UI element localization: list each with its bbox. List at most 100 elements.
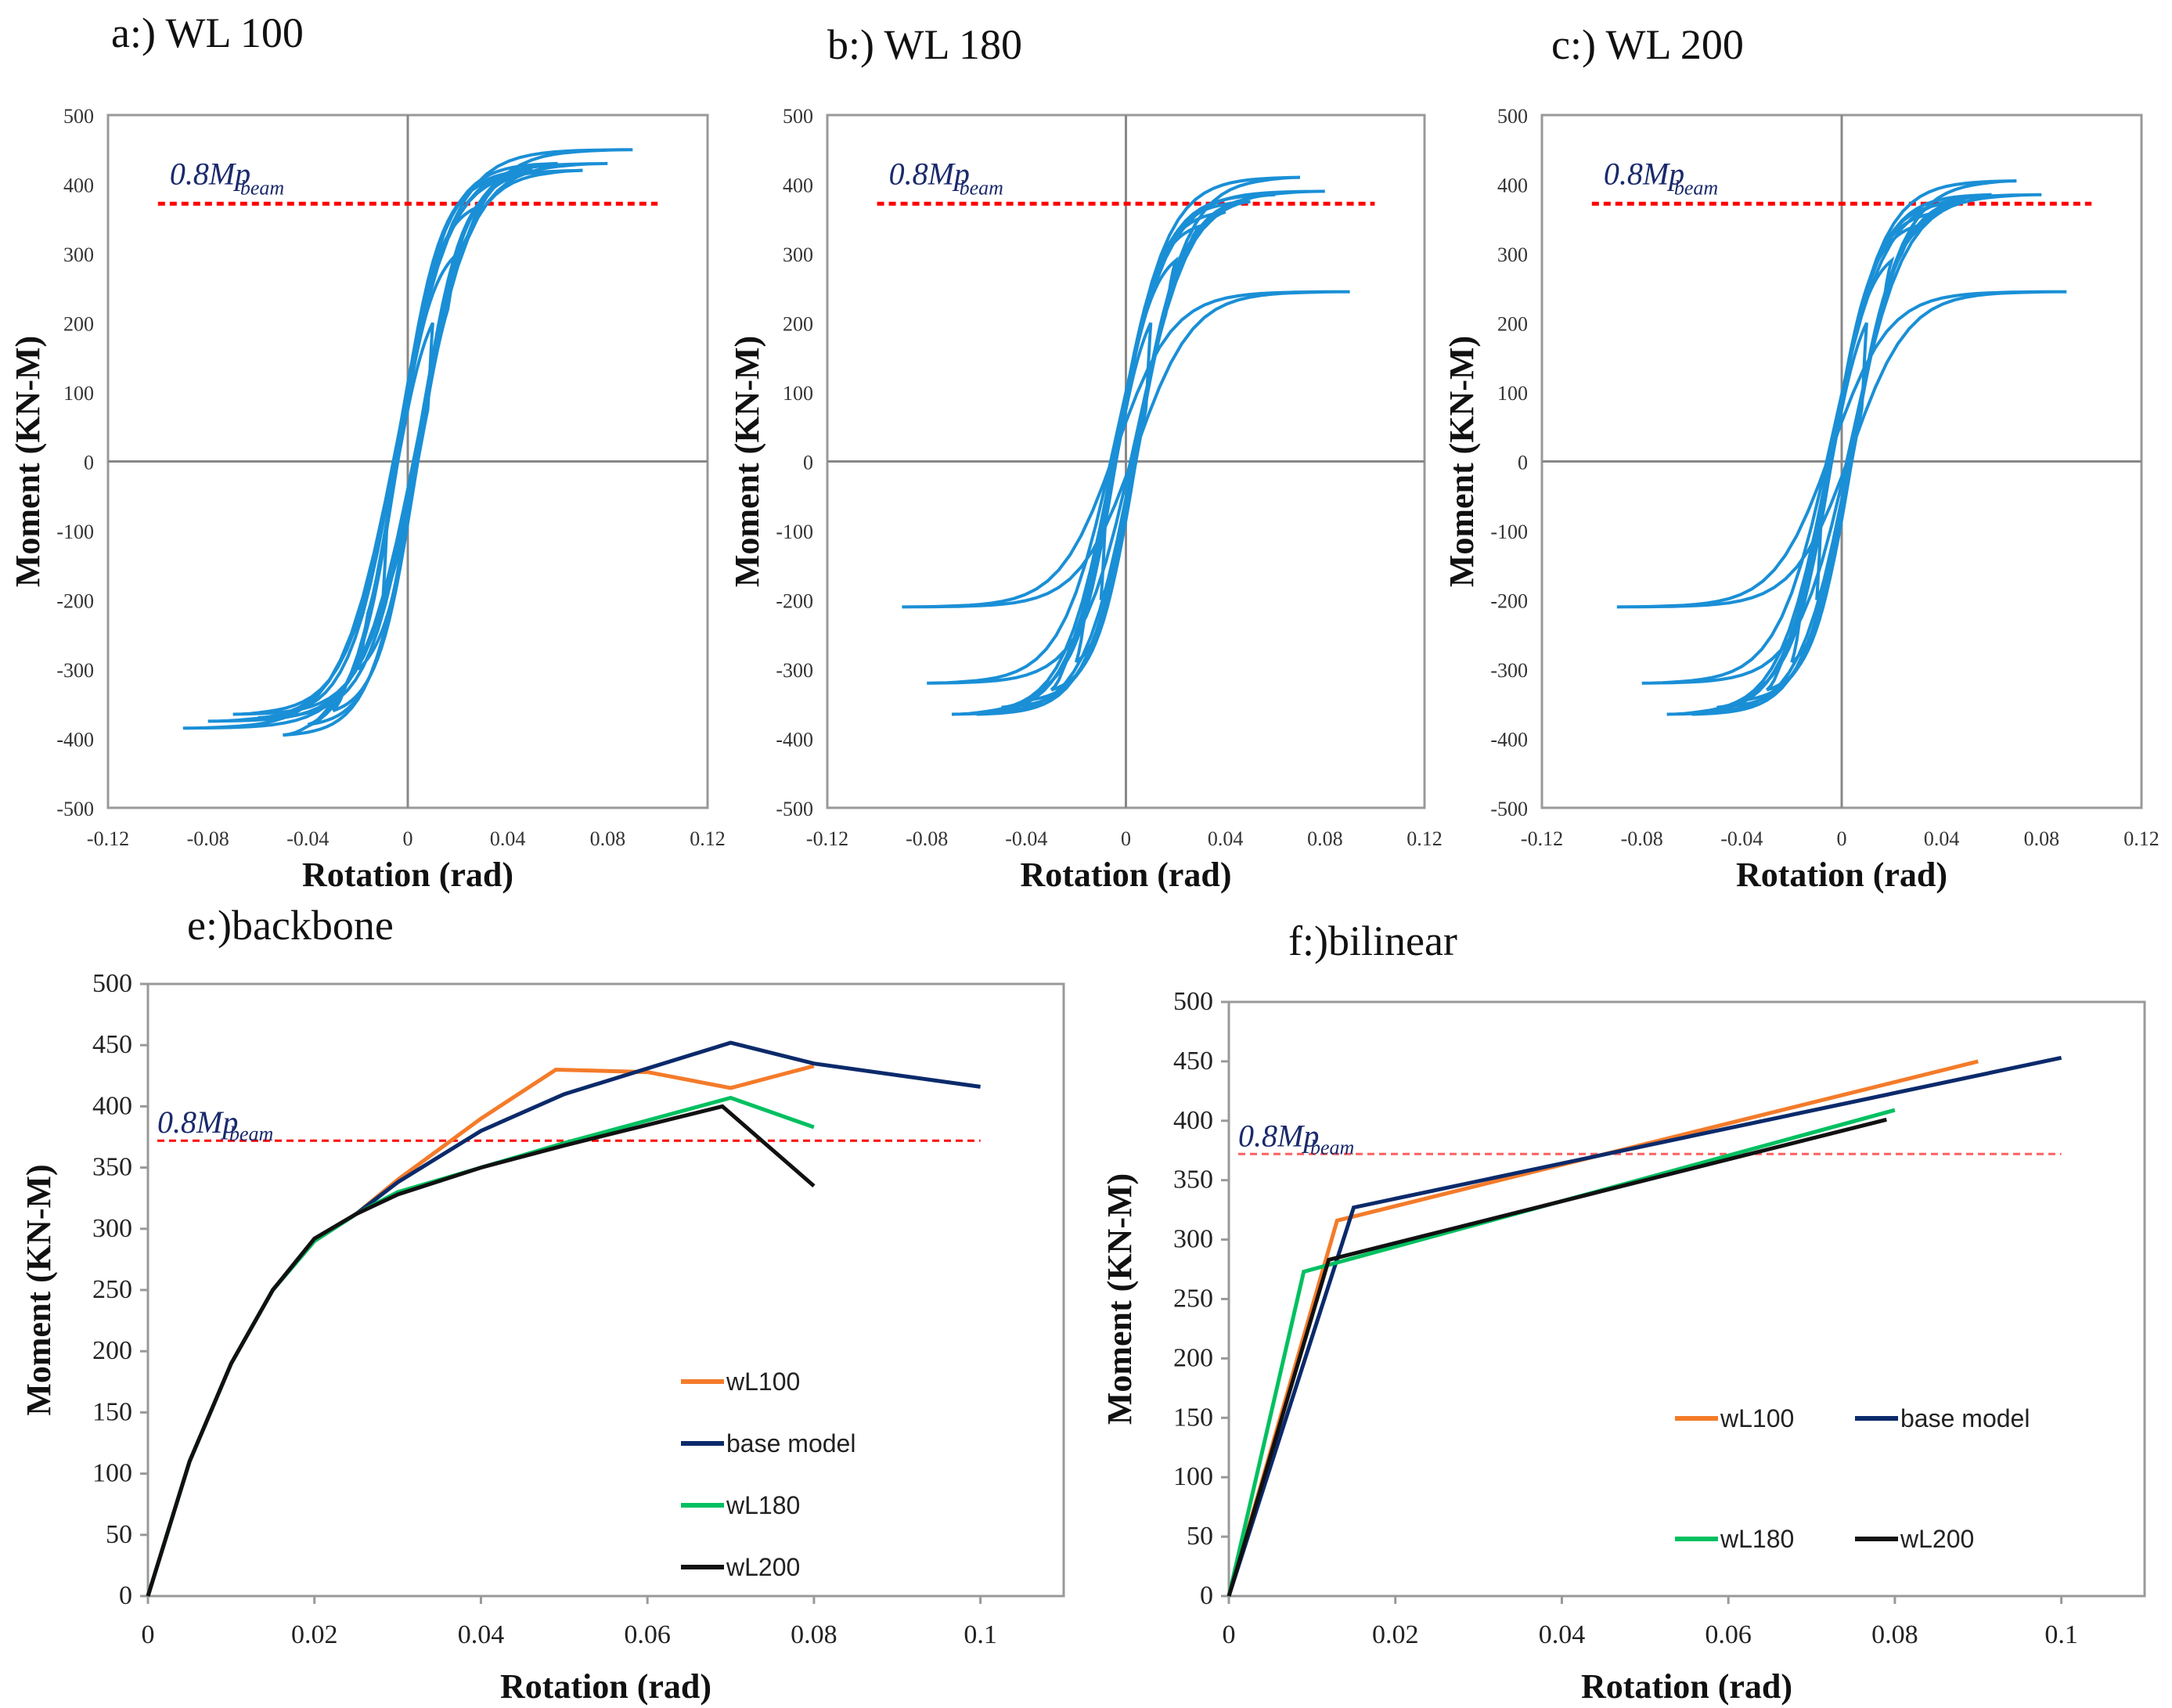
x-tick-label: -0.12 [87,827,129,850]
series-line-wl180 [1226,1108,1896,1597]
y-tick-label: 300 [1173,1225,1213,1254]
reference-label: 0.8Mp [1238,1118,1319,1153]
x-tick-label: 0 [1223,1620,1236,1649]
x-tick-label: -0.04 [1720,827,1763,850]
y-tick-label: 500 [1173,987,1213,1016]
chart-f: f:)bilinear 0 0.02 0.04 0.06 0.08 0.1 0 50 100 150… [1100,917,2146,1706]
y-tick-label: -100 [776,521,813,543]
chart-title: e:)backbone [187,902,394,949]
chart-e: e:)backbone 0 0.02 0.04 0.06 0.08 0.1 0 50 100 150… [20,902,1065,1706]
y-tick-label: 100 [1497,382,1528,405]
x-tick-label: 0.1 [2044,1620,2078,1649]
x-tick-label: -0.04 [286,827,329,850]
x-tick-label: -0.04 [1005,827,1047,850]
y-tick-label: -100 [1490,521,1528,543]
x-tick-label: 0 [403,827,413,850]
y-tick-label: 500 [92,969,132,998]
y-tick-label: 200 [92,1336,132,1365]
chart-title: a:) WL 100 [111,9,304,56]
x-axis-label: Rotation (rad) [500,1667,711,1706]
y-tick-label: 500 [783,105,813,128]
chart-title: c:) WL 200 [1551,21,1744,68]
y-tick-label: 400 [63,175,94,197]
x-tick-label: 0 [1121,827,1131,850]
y-tick-label: 200 [1173,1343,1213,1372]
plot-area [1227,1000,2146,1598]
chart-c: c:) WL 200 -0.12 -0.08 -0.04 0 0.04 0.08 0.12 50… [1443,21,2159,894]
y-tick-label: 400 [1173,1106,1213,1135]
y-tick-label: 0 [1518,452,1528,474]
reference-label-subscript: beam [240,176,284,199]
x-tick-label: 0.08 [1871,1620,1918,1649]
y-tick-label: 100 [63,382,94,405]
legend-label: wL100 [1720,1404,1794,1432]
x-tick-label: -0.08 [187,827,229,850]
y-tick-label: 300 [1497,243,1528,266]
y-tick-label: 150 [1173,1403,1213,1432]
chart-a: a:) WL 100 -0.12 -0.08 -0.04 0 0.04 0.08 0.12 50… [9,9,726,894]
hysteresis-loop [182,148,633,730]
x-tick-label: 0.08 [791,1620,837,1649]
chart-b: b:) WL 180 -0.12 -0.08 -0.04 0 0.04 0.08 0.12 50… [728,21,1443,894]
x-tick-label: 0.04 [1539,1620,1586,1649]
legend-label: wL180 [1720,1525,1794,1553]
x-axis-label: Rotation (rad) [1581,1667,1792,1706]
x-tick-label: 0.08 [590,827,626,850]
legend-label: wL200 [726,1553,800,1581]
series-line-wl200 [146,1104,816,1597]
y-tick-label: 350 [92,1153,132,1182]
y-tick-label: 250 [92,1275,132,1304]
y-tick-label: 100 [783,382,813,405]
y-axis-label: Moment (KN-M) [1443,336,1481,587]
y-tick-label: 400 [92,1091,132,1120]
legend-label: base model [726,1429,855,1458]
legend-label: wL200 [1900,1525,1974,1553]
x-tick-label: 0.1 [964,1620,997,1649]
y-axis-label: Moment (KN-M) [728,336,766,587]
y-tick-label: -400 [56,729,94,751]
y-tick-label: -300 [1490,659,1528,682]
y-tick-label: -400 [1490,729,1528,751]
hysteresis-loop [902,290,1350,609]
reference-label-subscript: beam [1310,1136,1354,1158]
x-tick-label: 0.12 [1407,827,1443,850]
x-tick-label: 0.06 [624,1620,671,1649]
x-tick-label: 0.04 [490,827,526,850]
y-tick-label: -100 [56,521,94,543]
reference-label-subscript: beam [229,1122,273,1145]
x-axis-label: Rotation (rad) [1736,856,1947,894]
y-tick-label: 0 [1200,1581,1213,1610]
hysteresis-loop [1641,193,2042,685]
y-tick-label: 100 [92,1459,132,1488]
reference-label: 0.8Mp [157,1104,238,1140]
y-tick-label: 50 [106,1520,132,1549]
x-tick-label: -0.08 [1621,827,1663,850]
y-axis-label: Moment (KN-M) [9,336,47,587]
y-tick-label: 150 [92,1397,132,1426]
x-tick-label: 0.08 [2024,827,2060,850]
hysteresis-loop [1616,290,2067,609]
y-tick-label: -200 [776,590,813,613]
reference-label: 0.8Mp [889,156,970,191]
y-tick-label: 300 [783,243,813,266]
x-tick-label: 0.12 [2123,827,2159,850]
reference-label: 0.8Mp [170,156,250,191]
reference-label-subscript: beam [1674,176,1718,199]
x-tick-label: 0.06 [1705,1620,1752,1649]
x-tick-label: 0.04 [1924,827,1960,850]
y-tick-label: 450 [92,1030,132,1059]
series-line-base-model [1226,1055,2062,1597]
x-tick-label: 0.02 [291,1620,338,1649]
x-tick-label: 0.08 [1307,827,1343,850]
x-tick-label: 0.02 [1372,1620,1419,1649]
y-tick-label: 400 [783,175,813,197]
series-line-wl200 [1226,1117,1887,1597]
y-axis-label: Moment (KN-M) [20,1164,58,1415]
y-tick-label: 50 [1187,1522,1213,1551]
y-tick-label: -500 [776,798,813,820]
x-tick-label: 0.12 [690,827,726,850]
x-axis-label: Rotation (rad) [1020,856,1231,894]
hysteresis-loop [927,189,1325,685]
x-tick-label: 0.04 [458,1620,505,1649]
